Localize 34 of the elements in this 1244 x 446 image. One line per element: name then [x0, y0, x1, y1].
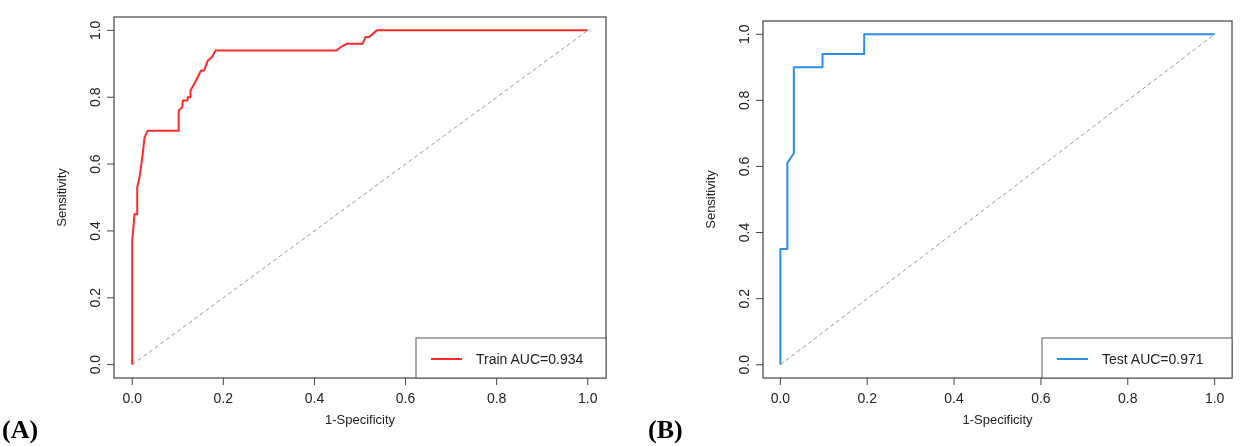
legend-label: Train AUC=0.934 [476, 351, 584, 367]
x-tick-label: 0.0 [770, 390, 791, 406]
x-tick-label: 0.4 [304, 390, 325, 406]
y-tick-label: 1.0 [736, 24, 752, 44]
x-axis-title: 1-Specificity [324, 412, 396, 427]
y-tick-label: 0.8 [87, 87, 103, 107]
x-tick-label: 0.6 [1031, 390, 1051, 406]
x-tick-label: 0.8 [1118, 390, 1138, 406]
x-tick-label: 0.2 [213, 390, 234, 406]
y-tick-label: 0.8 [736, 90, 752, 111]
y-tick-label: 0.4 [736, 222, 752, 243]
y-axis-title: Sensitivity [703, 169, 718, 229]
text: (B) [648, 415, 683, 444]
x-tick-label: 0.0 [122, 390, 143, 406]
y-tick-label: 1.0 [87, 20, 103, 41]
x-tick-label: 0.6 [395, 390, 416, 406]
line-series [131, 29, 589, 366]
x-axis-title: 1-Specificity [962, 412, 1034, 427]
y-tick-label: 0.4 [87, 220, 103, 241]
y-axis-title: Sensitivity [54, 167, 69, 227]
y-tick-label: 0.2 [87, 287, 103, 308]
x-tick-label: 1.0 [578, 390, 598, 406]
x-tick-label: 0.8 [486, 390, 507, 406]
x-tick-label: 0.2 [857, 390, 878, 406]
x-tick-label: 0.4 [944, 390, 965, 406]
y-tick-label: 0.2 [736, 288, 752, 309]
legend-label: Test AUC=0.971 [1102, 351, 1204, 367]
x-tick-label: 1.0 [1204, 390, 1225, 406]
y-tick-label: 0.6 [736, 156, 752, 177]
y-tick-label: 0.6 [87, 154, 103, 174]
line-series [779, 33, 1216, 366]
text: (A) [2, 415, 39, 444]
y-tick-label: 0.0 [736, 354, 752, 375]
y-tick-label: 0.0 [87, 354, 103, 375]
